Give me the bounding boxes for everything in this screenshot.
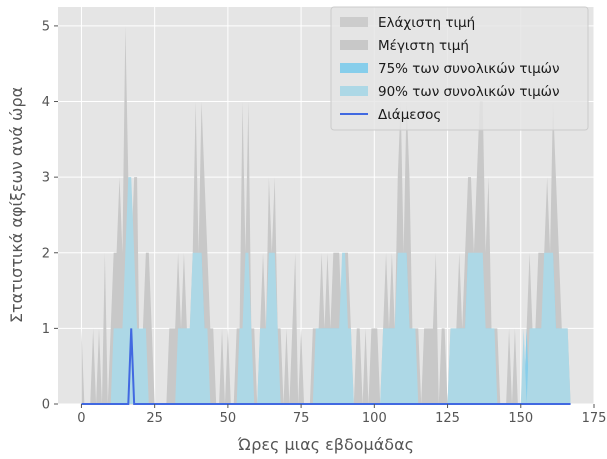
legend-frame xyxy=(330,6,589,131)
median-layer xyxy=(81,328,571,405)
y-tick-label: 0 xyxy=(42,398,50,413)
legend-label-2: 75% των συνολικών τιμών xyxy=(378,61,560,77)
x-tick-label: 125 xyxy=(435,411,460,426)
y-ticks: 0 1 2 3 4 5 xyxy=(42,19,58,413)
legend-swatch-2 xyxy=(340,63,368,73)
legend-label-3: 90% των συνολικών τιμών xyxy=(378,84,560,100)
legend-swatch-1 xyxy=(340,40,368,50)
x-axis-label: Ώρες μιας εβδομάδας xyxy=(237,435,414,454)
legend-label-4: Διάμεσος xyxy=(378,107,441,123)
y-tick-label: 2 xyxy=(42,246,50,261)
y-tick-label: 5 xyxy=(42,19,50,34)
legend-label-1: Μέγιστη τιμή xyxy=(378,38,469,54)
legend-swatch-0 xyxy=(340,17,368,27)
x-tick-label: 0 xyxy=(77,411,85,426)
series-4-median-line xyxy=(81,328,571,405)
x-tick-label: 175 xyxy=(582,411,607,426)
x-ticks: 0 25 50 75 100 125 150 175 xyxy=(77,404,606,426)
x-tick-label: 50 xyxy=(220,411,237,426)
y-tick-label: 1 xyxy=(42,322,50,337)
series-1-area xyxy=(81,25,571,405)
legend-label-0: Ελάχιστη τιμή xyxy=(378,15,475,31)
legend: Ελάχιστη τιμή Μέγιστη τιμή 75% των συνολικ… xyxy=(330,6,589,131)
x-tick-label: 25 xyxy=(146,411,163,426)
x-tick-label: 100 xyxy=(362,411,387,426)
x-tick-label: 150 xyxy=(508,411,533,426)
y-axis-label: Στατιστικά αφίξεων ανά ώρα xyxy=(7,87,26,323)
y-tick-label: 3 xyxy=(42,171,50,186)
x-tick-label: 75 xyxy=(293,411,310,426)
y-tick-label: 4 xyxy=(42,95,50,110)
series-3-area xyxy=(81,177,571,404)
legend-swatch-3 xyxy=(340,86,368,96)
